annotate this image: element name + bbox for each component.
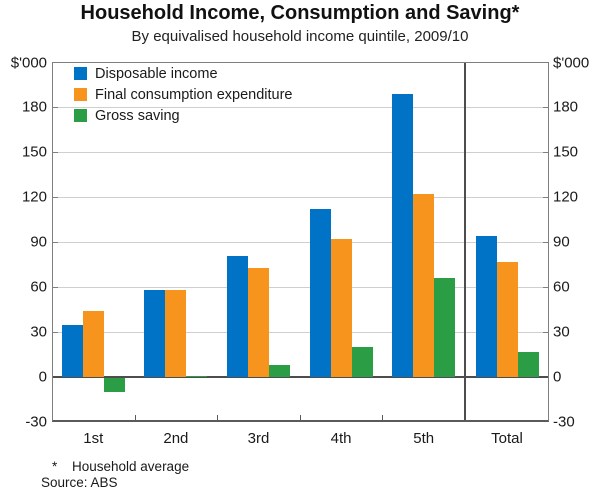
y-label-left-0: 0 <box>38 368 47 386</box>
y-label-right-30: 30 <box>553 323 570 341</box>
footnote: * Household average Source: ABS <box>41 459 189 491</box>
x-label-total: Total <box>491 430 523 447</box>
footnote-marker: * <box>52 459 58 474</box>
bar-disposable-income-1st <box>61 324 83 377</box>
legend-swatch-disposable-income-icon <box>74 67 87 80</box>
x-label-4th: 4th <box>330 430 352 447</box>
x-label-1st: 1st <box>83 430 104 447</box>
y-tick-left-150 <box>53 152 58 153</box>
gridline-180 <box>52 107 549 108</box>
chart-title: Household Income, Consumption and Saving… <box>80 2 520 24</box>
x-tick-1 <box>134 415 136 422</box>
footnote-text: Household average <box>72 459 190 474</box>
y-label-right-90: 90 <box>553 233 570 251</box>
y-axis-unit-right: $'000 <box>553 54 590 72</box>
plot-frame <box>52 62 549 422</box>
bar-final-consumption-expenditure-4th <box>330 239 352 377</box>
y-tick-right-60 <box>543 287 548 288</box>
gridline-60 <box>52 287 549 288</box>
bar-gross-saving-3rd <box>269 365 290 377</box>
legend-label-gross-saving: Gross saving <box>95 107 180 124</box>
gridline-120 <box>52 197 549 198</box>
bar-final-consumption-expenditure-3rd <box>248 267 269 377</box>
legend-swatch-gross-saving-icon <box>74 109 87 122</box>
y-label-left-150: 150 <box>21 143 47 161</box>
y-tick-left-30 <box>53 332 58 333</box>
y-axis-unit-left: $'000 <box>10 54 47 72</box>
y-tick-left-120 <box>53 197 58 198</box>
bar-disposable-income-2nd <box>144 290 166 377</box>
gridline-150 <box>52 152 549 153</box>
bar-gross-saving-1st <box>103 378 125 392</box>
bar-disposable-income-4th <box>309 209 331 377</box>
footnote-source: Source: ABS <box>41 475 118 490</box>
y-label-left--30: -30 <box>25 413 47 431</box>
legend-label-disposable-income: Disposable income <box>95 65 218 82</box>
y-label-right-120: 120 <box>553 188 579 206</box>
y-tick-right-150 <box>543 152 548 153</box>
bar-final-consumption-expenditure-1st <box>82 311 104 377</box>
bar-disposable-income-3rd <box>227 255 248 377</box>
x-label-3rd: 3rd <box>247 430 270 447</box>
y-label-left-30: 30 <box>30 323 47 341</box>
bar-gross-saving-4th <box>351 347 373 377</box>
legend-swatch-final-consumption-expenditure-icon <box>74 88 87 101</box>
y-tick-left-60 <box>53 287 58 288</box>
y-label-left-60: 60 <box>30 278 47 296</box>
y-label-right-150: 150 <box>553 143 579 161</box>
zero-line <box>52 376 549 378</box>
legend-item-gross-saving: Gross saving <box>74 105 292 126</box>
y-tick-right-120 <box>543 197 548 198</box>
total-separator <box>464 62 466 422</box>
y-tick-right-90 <box>543 242 548 243</box>
bar-gross-saving-5th <box>434 278 456 377</box>
x-tick-2 <box>217 415 219 422</box>
bar-final-consumption-expenditure-5th <box>413 194 435 377</box>
y-label-right--30: -30 <box>553 413 575 431</box>
y-label-right-180: 180 <box>553 98 579 116</box>
bar-disposable-income-5th <box>392 93 414 377</box>
y-label-right-0: 0 <box>553 368 562 386</box>
legend-item-disposable-income: Disposable income <box>74 63 292 84</box>
bar-disposable-income-total <box>475 236 497 377</box>
y-tick-right-30 <box>543 332 548 333</box>
footnote-line: * Household average <box>41 459 189 475</box>
x-tick-3 <box>299 415 301 422</box>
y-tick-left-180 <box>53 107 58 108</box>
bar-gross-saving-total <box>517 351 539 377</box>
legend-item-final-consumption-expenditure: Final consumption expenditure <box>74 84 292 105</box>
y-tick-right-180 <box>543 107 548 108</box>
y-label-left-120: 120 <box>21 188 47 206</box>
y-label-left-180: 180 <box>21 98 47 116</box>
bar-gross-saving-2nd <box>186 375 208 377</box>
y-label-right-60: 60 <box>553 278 570 296</box>
y-tick-left-90 <box>53 242 58 243</box>
chart-subtitle: By equivalised household income quintile… <box>131 28 469 45</box>
y-label-left-90: 90 <box>30 233 47 251</box>
x-tick-4 <box>382 415 384 422</box>
legend: Disposable income Final consumption expen… <box>74 63 292 126</box>
legend-label-final-consumption-expenditure: Final consumption expenditure <box>95 86 293 103</box>
plot-area: Disposable income Final consumption expen… <box>52 62 549 422</box>
gridline-30 <box>52 332 549 333</box>
bar-final-consumption-expenditure-2nd <box>165 290 187 377</box>
x-label-2nd: 2nd <box>163 430 189 447</box>
bar-final-consumption-expenditure-total <box>496 261 518 377</box>
gridline-90 <box>52 242 549 243</box>
x-label-5th: 5th <box>413 430 435 447</box>
